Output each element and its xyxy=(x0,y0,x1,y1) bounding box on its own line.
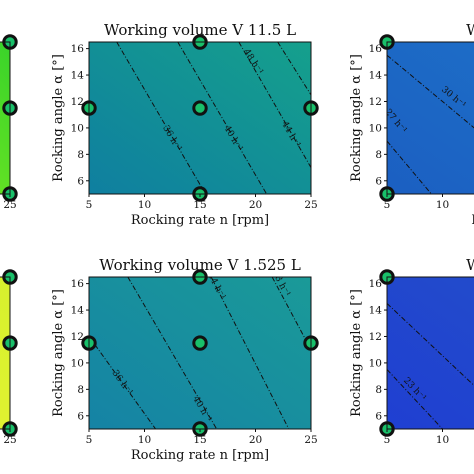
y-axis-label: Rocking angle α [°] xyxy=(349,289,364,417)
chart-title: Working volume V 1.525 L xyxy=(99,256,301,274)
y-tick-label: 14 xyxy=(71,70,85,82)
x-tick-label: 10 xyxy=(138,434,151,446)
y-tick-label: 16 xyxy=(369,43,383,55)
axes-frame xyxy=(0,41,11,195)
heatmap-field xyxy=(387,277,474,429)
panel-3: 30 h⁻¹27 h⁻¹5106810121416WorkingRockingR… xyxy=(349,21,474,228)
y-tick-label: 16 xyxy=(369,278,383,290)
y-tick-label: 14 xyxy=(369,305,383,317)
panel-6: 23 h⁻¹5106810121416WorkingRockinRocking … xyxy=(349,256,474,446)
y-tick-label: 14 xyxy=(369,70,383,82)
heatmap-field xyxy=(89,277,311,429)
chart-title: Working xyxy=(466,21,474,39)
x-tick-label: 5 xyxy=(86,199,93,211)
panel-1: 25 xyxy=(0,34,18,211)
x-tick-label: 25 xyxy=(3,434,16,446)
contour-line xyxy=(89,336,157,429)
y-tick-label: 16 xyxy=(71,278,85,290)
contour-line xyxy=(387,369,443,429)
x-axis-label: Rocking rate n [rpm] xyxy=(131,213,269,228)
x-axis-label: Rocking rate n [rpm] xyxy=(131,448,269,463)
contour-line xyxy=(238,42,311,168)
y-tick-label: 8 xyxy=(375,384,382,396)
y-tick-label: 8 xyxy=(77,384,84,396)
y-tick-label: 10 xyxy=(369,357,382,369)
y-tick-label: 10 xyxy=(369,122,382,134)
panel-4: 25 xyxy=(0,269,18,446)
y-tick-label: 10 xyxy=(71,357,84,369)
x-tick-label: 25 xyxy=(304,199,317,211)
y-tick-label: 8 xyxy=(375,149,382,161)
y-tick-label: 6 xyxy=(375,410,382,422)
panel-2: 36 h⁻¹ 40 h⁻¹ 44 h⁻¹48 h⁻¹5 10 15 20 256810121… xyxy=(51,21,319,228)
y-tick-label: 6 xyxy=(375,175,382,187)
axes-frame xyxy=(386,276,474,430)
heatmap-field xyxy=(89,42,311,194)
contour-line xyxy=(387,303,474,387)
x-tick-label: 5 xyxy=(86,434,93,446)
axes-frame xyxy=(0,276,11,430)
y-axis-label: Rocking angle α [°] xyxy=(51,54,66,182)
x-tick-label: 10 xyxy=(436,434,449,446)
x-tick-label: 10 xyxy=(436,199,449,211)
y-tick-label: 12 xyxy=(369,331,382,343)
y-tick-label: 6 xyxy=(77,410,84,422)
contour-line xyxy=(277,42,311,96)
contour-line xyxy=(387,140,432,194)
heatmap-field xyxy=(387,42,474,194)
x-tick-label: 25 xyxy=(304,434,317,446)
y-tick-label: 10 xyxy=(71,122,84,134)
x-tick-label: 15 xyxy=(193,434,206,446)
heatmap-field xyxy=(0,42,10,194)
x-axis-label: Rocking xyxy=(471,213,474,228)
x-tick-label: 15 xyxy=(193,199,206,211)
panel-5: 36 h⁻¹40 h⁻¹44 h⁻¹ 48 h⁻¹5 10 15 20 256810121… xyxy=(51,256,319,463)
y-axis-label: Rocking angle α [°] xyxy=(349,54,364,182)
contour-line xyxy=(210,277,290,429)
y-tick-label: 12 xyxy=(71,96,84,108)
y-tick-label: 6 xyxy=(77,175,84,187)
design-point-marker xyxy=(192,335,208,351)
y-tick-label: 8 xyxy=(77,149,84,161)
chart-title: Working volume V 11.5 L xyxy=(104,21,296,39)
design-point-marker xyxy=(192,100,208,116)
y-tick-label: 14 xyxy=(71,305,85,317)
y-tick-label: 12 xyxy=(369,96,382,108)
x-tick-label: 20 xyxy=(249,434,262,446)
y-tick-label: 16 xyxy=(71,43,85,55)
x-tick-label: 5 xyxy=(384,199,391,211)
heatmap-field xyxy=(0,277,10,429)
x-tick-label: 20 xyxy=(249,199,262,211)
x-tick-label: 10 xyxy=(138,199,151,211)
x-tick-label: 25 xyxy=(3,199,16,211)
axes-frame xyxy=(386,41,474,195)
y-tick-label: 12 xyxy=(71,331,84,343)
x-tick-label: 5 xyxy=(384,434,391,446)
chart-title: Working xyxy=(466,256,474,274)
contour-line xyxy=(271,277,311,350)
y-axis-label: Rocking angle α [°] xyxy=(51,289,66,417)
